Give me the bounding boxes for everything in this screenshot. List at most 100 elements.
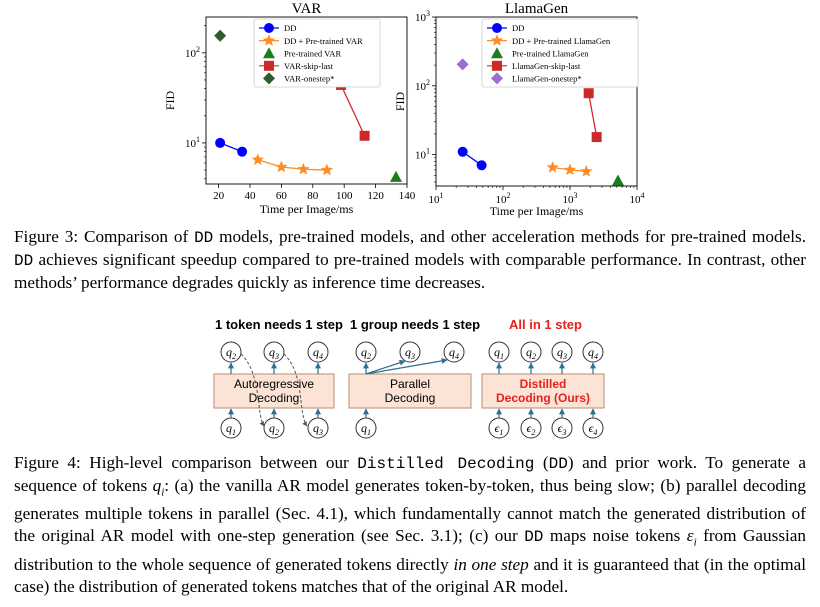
data-point	[390, 170, 403, 182]
svg-text:q2: q2	[361, 345, 371, 361]
data-point	[215, 137, 226, 148]
parallel-box	[348, 373, 472, 409]
caption-text: from Gaussian distribution to the whole …	[14, 526, 807, 574]
legend-box	[253, 18, 381, 88]
data-point	[251, 153, 264, 166]
panel-b-top-tokens: q2 q3 q4	[355, 341, 465, 363]
panel-b-title: 1 group needs 1 step	[350, 317, 481, 332]
panel-a-top-tokens: q2 q3 q4	[220, 341, 329, 363]
x-tick-label: 20	[213, 190, 225, 202]
chart-title: VAR	[292, 1, 322, 17]
data-point	[546, 161, 559, 173]
data-point	[476, 160, 487, 171]
svg-text:q2: q2	[269, 421, 279, 437]
panel-b-bottom-tokens: q1	[355, 417, 377, 439]
svg-text:q3: q3	[557, 345, 567, 361]
data-point	[275, 160, 288, 173]
distilled-box-label: Distilled	[520, 377, 567, 391]
caption-math-sub: i	[161, 486, 165, 499]
legend-marker	[490, 34, 504, 46]
data-point	[237, 146, 248, 157]
svg-text:q3: q3	[269, 345, 279, 361]
y-tick-label: 102	[185, 45, 200, 60]
panel-a-feedback-arrows	[240, 353, 308, 427]
svg-text:q1: q1	[361, 421, 371, 437]
legend-label: DD	[512, 23, 524, 33]
data-point	[457, 146, 468, 157]
panel-c-title: All in 1 step	[509, 317, 582, 332]
series-line	[257, 159, 327, 171]
caption-math-epsilon: ε	[686, 526, 694, 546]
svg-text:ϵ2: ϵ2	[527, 421, 536, 437]
figure-3-caption: Figure 3: Comparison of DD models, pre-t…	[14, 226, 806, 294]
legend-label: VAR-skip-last	[284, 61, 334, 71]
parallel-box-label: Parallel	[390, 377, 430, 391]
svg-text:ϵ1: ϵ1	[495, 421, 504, 437]
x-tick-label: 104	[630, 191, 645, 206]
x-axis-label: Time per Image/ms	[260, 202, 354, 216]
x-tick-label: 140	[399, 190, 416, 202]
caption-text: Figure 4: High-level comparison between …	[14, 453, 358, 472]
legend-box	[481, 18, 639, 88]
caption-dd-mono: DD	[548, 455, 568, 473]
svg-text:q4: q4	[588, 345, 598, 361]
x-tick-label: 120	[367, 190, 384, 202]
legend-marker	[263, 72, 275, 85]
data-point	[359, 130, 370, 141]
autoregressive-box-label: Autoregressive	[234, 377, 314, 391]
y-axis-label: FID	[393, 92, 407, 112]
caption-math-q: q	[152, 476, 162, 495]
data-point	[297, 162, 310, 175]
data-point	[320, 163, 334, 176]
panel-c-top-tokens: q1 q2 q3 q4	[488, 341, 604, 363]
x-tick-label: 40	[244, 190, 256, 202]
figure-3-charts: 20 40 60 80 100 120 140 101 102 VAR Time per Image…	[163, 1, 645, 218]
caption-text: achieves significant speedup compared to…	[14, 250, 806, 292]
plot-frame	[435, 16, 638, 187]
panel-b-arrows	[363, 357, 448, 418]
panel-c-arrows	[496, 362, 596, 418]
y-tick-label: 103	[415, 9, 430, 24]
x-axis-label: Time per Image/ms	[490, 204, 584, 218]
caption-dd-mono: DD	[524, 528, 544, 547]
data-point	[563, 163, 577, 176]
x-tick-label: 103	[563, 191, 578, 206]
legend-marker	[264, 60, 274, 71]
legend-marker	[262, 34, 276, 46]
legend-label: VAR-onestep*	[284, 74, 334, 84]
caption-text: models, pre-trained models, and other ac…	[213, 227, 806, 246]
legend-marker	[263, 47, 275, 59]
caption-text: and it is guaranteed that (in the optima…	[14, 554, 807, 596]
caption-dd-mono: DD	[14, 252, 34, 270]
figure-4-diagram: Autoregressive Decoding Parallel Decodin…	[213, 341, 605, 439]
y-tick-label: 101	[185, 135, 200, 150]
legend-label: Pre-trained LlamaGen	[512, 48, 589, 58]
legend-label: DD	[284, 23, 296, 33]
caption-text: maps noise tokens	[543, 526, 687, 546]
distilled-box-label: Decoding (Ours)	[496, 391, 590, 405]
autoregressive-box	[213, 373, 335, 409]
legend-marker	[492, 60, 502, 71]
svg-text:q1: q1	[226, 421, 236, 437]
caption-distilled-decoding-mono: Distilled Decoding	[357, 455, 535, 473]
y-axis-label: FID	[163, 91, 177, 111]
caption-text: Figure 3: Comparison of	[14, 227, 195, 246]
caption-text: (	[534, 453, 549, 472]
data-point	[591, 132, 602, 143]
data-point	[611, 174, 624, 186]
legend-label: LlamaGen-skip-last	[512, 61, 581, 71]
caption-text: ) and prior work. To generate a sequence…	[14, 453, 806, 495]
chart-var: 20 40 60 80 100 120 140 101 102 VAR Time per Image…	[163, 1, 416, 216]
svg-text:ϵ3: ϵ3	[558, 421, 567, 437]
panel-a-title: 1 token needs 1 step	[215, 317, 343, 332]
panel-a-bottom-tokens: q1 q2 q3	[220, 417, 329, 439]
caption-dd-mono: DD	[194, 229, 214, 247]
x-tick-label: 101	[429, 191, 444, 206]
panel-a-arrows	[228, 362, 321, 418]
data-point	[583, 88, 594, 99]
svg-text:q2: q2	[526, 345, 536, 361]
y-tick-label: 102	[415, 78, 430, 93]
legend-label: DD + Pre-trained VAR	[284, 36, 363, 46]
plot-frame	[205, 16, 408, 185]
series-line	[588, 93, 598, 138]
